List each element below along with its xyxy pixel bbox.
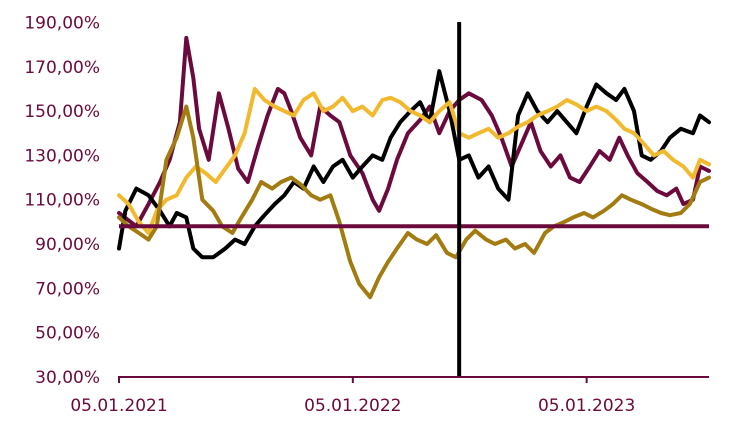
y-tick-label: 170,00% [24,58,100,78]
y-axis-ticks: 30,00% 50,00% 70,00% 90,00% 110,00% 130,00% 15… [24,13,100,388]
x-tick-label: 05.01.2021 [70,396,167,416]
x-tick-label: 05.01.2022 [304,396,401,416]
y-tick-label: 190,00% [24,13,100,33]
y-tick-label: 50,00% [35,324,100,344]
series-line-2 [117,69,711,260]
y-tick-label: 90,00% [35,235,100,255]
y-tick-label: 130,00% [24,146,100,166]
x-axis-ticks: 05.01.2021 05.01.2022 05.01.2023 [70,377,635,416]
y-tick-label: 110,00% [24,191,100,211]
x-tick-label: 05.01.2023 [538,396,635,416]
y-tick-label: 150,00% [24,102,100,122]
series-line-4 [117,104,711,300]
y-tick-label: 70,00% [35,279,100,299]
series-line-1 [117,35,711,229]
series-line-3 [117,86,711,235]
series-layer [117,35,711,300]
y-tick-label: 30,00% [35,368,100,388]
